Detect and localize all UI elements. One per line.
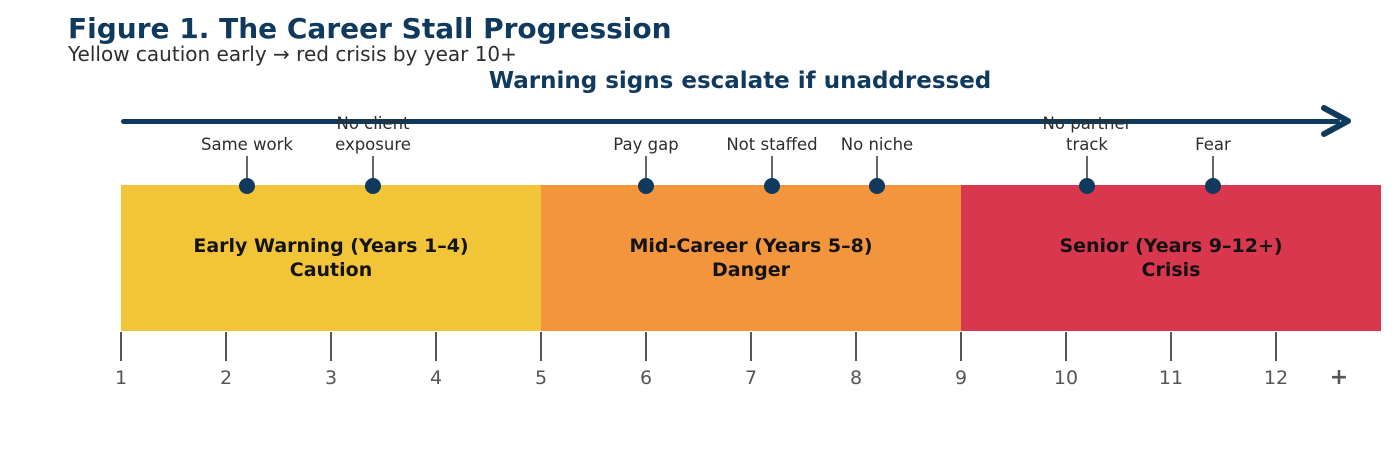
band-label: Early Warning (Years 1–4)	[193, 235, 469, 257]
warning-marker-dot	[764, 178, 780, 194]
axis-tick	[1170, 332, 1172, 361]
marker-leader-line	[1212, 156, 1214, 186]
warning-marker-dot	[365, 178, 381, 194]
axis-tick	[540, 332, 542, 361]
arrowhead-icon	[1321, 105, 1351, 137]
warning-marker-label: No client exposure	[335, 114, 411, 154]
warning-marker-dot	[239, 178, 255, 194]
band-sublabel: Danger	[712, 259, 790, 281]
figure-title: Figure 1. The Career Stall Progression	[68, 12, 672, 45]
axis-tick	[120, 332, 122, 361]
warning-marker-dot	[1079, 178, 1095, 194]
warning-marker-dot	[638, 178, 654, 194]
axis-tick	[855, 332, 857, 361]
axis-tick-label: 12	[1263, 367, 1289, 389]
axis-tick-label: 10	[1053, 367, 1079, 389]
warning-marker-label: No partner track	[1042, 114, 1132, 154]
warning-marker-label: Not staffed	[726, 135, 818, 154]
axis-tick	[1275, 332, 1277, 361]
axis-tick-label: 7	[744, 367, 758, 389]
band-sublabel: Caution	[289, 259, 373, 281]
axis-tick-label: 9	[954, 367, 968, 389]
warning-marker-label: Same work	[201, 135, 293, 154]
marker-leader-line	[771, 156, 773, 186]
timeline-band-senior: Senior (Years 9–12+) Crisis	[961, 185, 1381, 331]
warning-marker-dot	[869, 178, 885, 194]
axis-tick-label: 11	[1158, 367, 1184, 389]
axis-tick	[1065, 332, 1067, 361]
warning-marker-label: Fear	[1195, 135, 1231, 154]
axis-tick	[435, 332, 437, 361]
axis-tick-label: +	[1329, 365, 1349, 390]
marker-leader-line	[372, 156, 374, 186]
axis-tick	[330, 332, 332, 361]
warning-marker-label: Pay gap	[613, 135, 679, 154]
timeline-band-early-warning: Early Warning (Years 1–4) Caution	[121, 185, 541, 331]
warning-marker-label: No niche	[840, 135, 914, 154]
axis-tick-label: 3	[324, 367, 338, 389]
axis-tick-label: 5	[534, 367, 548, 389]
band-sublabel: Crisis	[1141, 259, 1201, 281]
axis-tick	[750, 332, 752, 361]
marker-leader-line	[246, 156, 248, 186]
timeline-band-mid-career: Mid-Career (Years 5–8) Danger	[541, 185, 961, 331]
axis-tick-label: 2	[219, 367, 233, 389]
axis-tick	[225, 332, 227, 361]
warning-marker-dot	[1205, 178, 1221, 194]
marker-leader-line	[1086, 156, 1088, 186]
axis-tick-label: 1	[114, 367, 128, 389]
figure-subtitle: Yellow caution early → red crisis by yea…	[68, 42, 517, 66]
band-label: Mid-Career (Years 5–8)	[629, 235, 873, 257]
axis-tick-label: 6	[639, 367, 653, 389]
marker-leader-line	[645, 156, 647, 186]
timeline-arrow-line	[121, 119, 1340, 124]
axis-tick	[960, 332, 962, 361]
axis-title: Warning signs escalate if unaddressed	[488, 68, 992, 94]
band-label: Senior (Years 9–12+)	[1059, 235, 1283, 257]
axis-tick-label: 4	[429, 367, 443, 389]
axis-tick-label: 8	[849, 367, 863, 389]
axis-tick	[645, 332, 647, 361]
marker-leader-line	[876, 156, 878, 186]
